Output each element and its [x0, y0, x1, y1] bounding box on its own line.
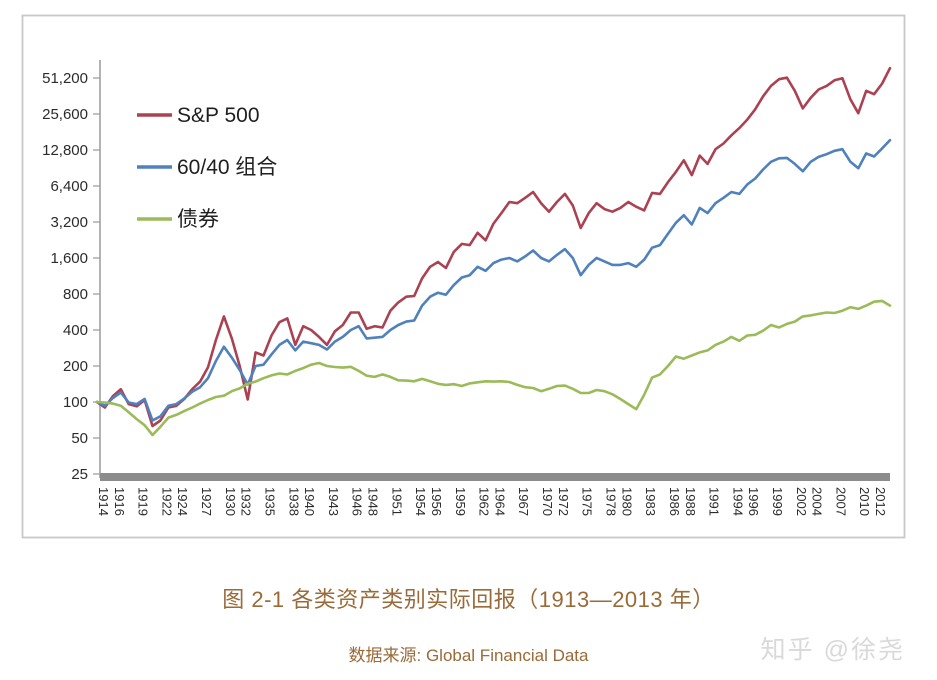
y-axis-tick-label: 200	[63, 358, 88, 375]
x-axis-tick-label: 1938	[286, 487, 301, 516]
legend-item-bonds: 债券	[137, 208, 219, 231]
chart-frame	[21, 14, 906, 539]
x-axis-tick-label: 1967	[516, 487, 531, 516]
x-axis-tick-label: 2012	[873, 487, 888, 516]
y-axis-tick-label: 12,800	[42, 142, 88, 159]
x-axis-tick-label: 2007	[833, 487, 848, 516]
x-axis-tick-label: 1919	[136, 487, 151, 516]
x-axis-tick-label: 1914	[96, 487, 111, 516]
x-axis-tick-label: 1946	[350, 487, 365, 516]
y-axis-tick-label: 51,200	[42, 70, 88, 87]
x-axis-tick-label: 1988	[683, 487, 698, 516]
y-axis-tick-label: 25	[71, 466, 88, 483]
y-axis-tick-label: 400	[63, 322, 88, 339]
x-axis-tick-label: 1994	[730, 487, 745, 516]
y-axis-tick-label: 6,400	[50, 178, 88, 195]
x-axis-tick-label: 1927	[199, 487, 214, 516]
y-axis-tick-label: 25,600	[42, 106, 88, 123]
legend-label-portfolio6040: 60/40 组合	[177, 156, 277, 179]
x-axis-tick-label: 1975	[580, 487, 595, 516]
x-axis-tick-label: 1935	[262, 487, 277, 516]
legend-item-sp500: S&P 500	[137, 104, 260, 127]
x-axis-tick-label: 1964	[492, 487, 507, 516]
x-axis-tick-label: 1932	[239, 487, 254, 516]
legend-label-bonds: 债券	[177, 208, 219, 231]
series-line-sp500	[95, 66, 892, 428]
y-axis-tick-label: 50	[71, 430, 88, 447]
x-axis-tick-label: 1996	[746, 487, 761, 516]
asset-returns-chart: 51,200 25,600 12,800 6,400 3,200 1,600 800 400 2…	[21, 14, 906, 539]
x-axis-tick-label: 1962	[477, 487, 492, 516]
x-axis-tick-label: 1916	[112, 487, 127, 516]
x-axis-tick-label: 1924	[175, 487, 190, 516]
legend-label-sp500: S&P 500	[177, 104, 260, 127]
x-axis-tick-label: 1978	[603, 487, 618, 516]
x-axis-bar	[100, 473, 890, 481]
legend-item-portfolio6040: 60/40 组合	[137, 156, 277, 179]
series-line-portfolio6040	[95, 138, 892, 422]
y-axis-tick-label: 3,200	[50, 214, 88, 231]
x-axis-tick-label: 1951	[389, 487, 404, 516]
zhihu-watermark: 知乎 @徐尧	[760, 636, 905, 664]
y-axis-tick-label: 800	[63, 286, 88, 303]
x-axis-tick-label: 2010	[857, 487, 872, 516]
x-axis-tick-label: 1991	[707, 487, 722, 516]
x-axis-tick-label: 1986	[667, 487, 682, 516]
x-axis-tick-label: 1948	[366, 487, 381, 516]
x-axis-tick-label: 1930	[223, 487, 238, 516]
x-axis-tick-label: 1956	[429, 487, 444, 516]
x-axis-tick-label: 1980	[619, 487, 634, 516]
y-axis-tick-label: 1,600	[50, 250, 88, 267]
series-line-bonds	[95, 299, 892, 437]
x-axis-tick-label: 2004	[810, 487, 825, 516]
x-axis-tick-label: 1983	[643, 487, 658, 516]
x-axis-tick-label: 1970	[540, 487, 555, 516]
x-axis-tick-label: 1959	[453, 487, 468, 516]
x-axis-tick-label: 1999	[770, 487, 785, 516]
x-axis-tick-label: 1943	[326, 487, 341, 516]
x-axis-tick-label: 1940	[302, 487, 317, 516]
data-source-note: 数据来源: Global Financial Data	[348, 646, 589, 665]
chart-caption: 图 2-1 各类资产类别实际回报（1913—2013 年）	[222, 587, 715, 612]
x-axis-tick-label: 1972	[556, 487, 571, 516]
x-axis-tick-label: 1954	[413, 487, 428, 516]
x-axis-tick-label: 1922	[159, 487, 174, 516]
y-axis-tick-label: 100	[63, 394, 88, 411]
x-axis-tick-label: 2002	[794, 487, 809, 516]
